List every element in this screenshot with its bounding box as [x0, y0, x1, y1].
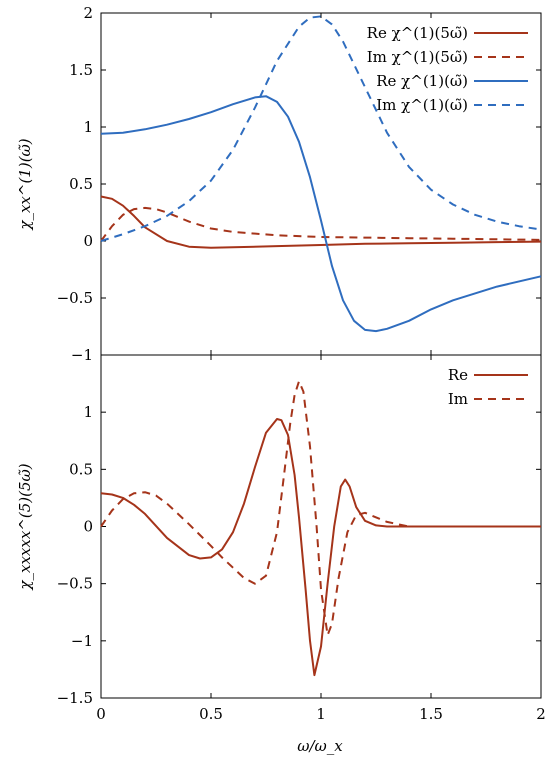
legend-label: Re χ^(1)(ω̃) [376, 72, 468, 90]
y-tick-label: −1 [71, 632, 93, 650]
series-line-red-solid [100, 195, 542, 249]
legend-label: Im [448, 390, 468, 408]
y-tick-label: 1 [83, 118, 93, 136]
legend-label: Im χ^(1)(ω̃) [376, 96, 468, 114]
x-tick-label: 1.5 [419, 705, 443, 723]
series-line-red-dashed [100, 206, 542, 242]
y-tick-label: 1 [83, 403, 93, 421]
bottom-panel: −1.5 −1 −0.5 0 0.5 1 0 0.5 1 1.5 2 χ_xxxxx^(5)(5ω̃)… [16, 354, 546, 723]
y-tick-label: −0.5 [57, 289, 93, 307]
x-tick-label: 0.5 [199, 705, 223, 723]
y-tick-label: 0.5 [69, 175, 93, 193]
series-line-blue-dashed [100, 15, 542, 242]
y-tick-label: 0 [83, 232, 93, 250]
legend-label: Re [448, 366, 468, 384]
series-line-red-solid [100, 418, 541, 677]
top-panel: −1 −0.5 0 0.5 1 1.5 2 χ_xx^(1)(ω̃) Re χ^(1)(5ω̃)… [16, 4, 542, 364]
x-tick-label: 1 [316, 705, 326, 723]
y-tick-label: 1.5 [69, 61, 93, 79]
x-axis-label: ω/ω_x [297, 737, 343, 755]
y-tick-label: 0.5 [69, 460, 93, 478]
x-tick-label: 0 [96, 705, 106, 723]
y-tick-label: −0.5 [57, 575, 93, 593]
y-tick-label: 0 [83, 518, 93, 536]
series-line-red-dashed [100, 380, 541, 637]
series-line-blue-solid [100, 95, 542, 333]
x-tick-label: 2 [536, 705, 546, 723]
plot-frame [100, 12, 542, 356]
y-tick-label: 2 [83, 4, 93, 22]
y-axis-label: χ_xx^(1)(ω̃) [16, 138, 34, 230]
legend-label: Re χ^(1)(5ω̃) [367, 24, 468, 42]
y-tick-label: −1.5 [57, 689, 93, 707]
y-axis-label: χ_xxxxx^(5)(5ω̃) [16, 463, 34, 590]
legend-label: Im χ^(1)(5ω̃) [367, 48, 468, 66]
y-tick-label: −1 [71, 346, 93, 364]
